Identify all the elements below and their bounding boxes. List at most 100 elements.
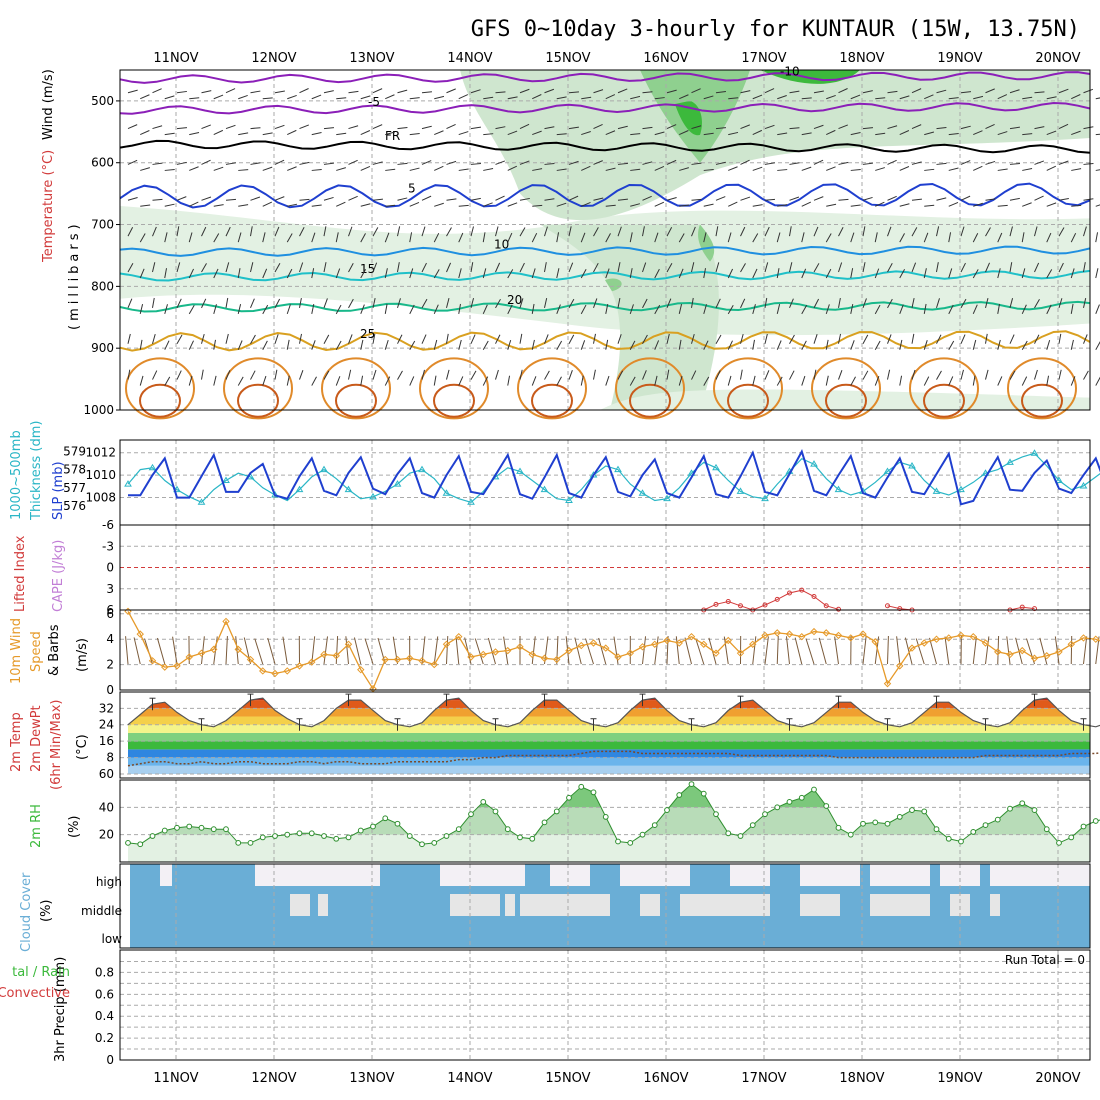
- thickness-point: [1030, 449, 1039, 456]
- wind-barb: [874, 340, 881, 350]
- wind-barb: [311, 204, 322, 207]
- wind-barb: [1083, 198, 1094, 201]
- rh-point: [504, 826, 511, 833]
- wind-barb: [728, 201, 738, 207]
- label-rh2m: 2m RH: [29, 804, 44, 848]
- wind-barb: [1034, 334, 1040, 344]
- rh-point: [713, 811, 719, 818]
- wind-barb: [617, 370, 624, 380]
- wind-speed-point: [920, 639, 928, 647]
- wind-barb: [262, 340, 268, 350]
- wind-speed-point: [700, 640, 708, 648]
- wind-barb: [1058, 88, 1069, 94]
- wind-barb: [348, 298, 354, 309]
- wind-barb: [409, 304, 415, 315]
- wind-barb: [666, 124, 677, 130]
- rh-point: [492, 808, 499, 815]
- wind-barb: [764, 226, 770, 237]
- wind-barb: [1021, 232, 1025, 243]
- rh-point: [272, 833, 278, 839]
- wind-barb: [458, 131, 469, 136]
- wind-barb: [703, 232, 707, 243]
- wind-barb: [482, 340, 489, 350]
- wind-barb: [495, 160, 506, 165]
- wind-barb: [703, 95, 714, 100]
- wind-barb: [446, 333, 449, 344]
- wind-barb: [887, 334, 892, 344]
- rh-point: [945, 835, 952, 842]
- wind-barb: [507, 304, 513, 315]
- wind-speed-point: [589, 639, 598, 647]
- wind-barb: [777, 132, 788, 136]
- wind-barb: [801, 232, 805, 243]
- wind-barb: [924, 168, 935, 171]
- wind-barb: [715, 127, 727, 130]
- wind-barb: [482, 232, 486, 243]
- tick-label: 20: [99, 828, 114, 842]
- wind-barb: [353, 637, 362, 665]
- wind-barb: [225, 88, 236, 94]
- thickness-point: [148, 463, 157, 471]
- rh-point: [186, 823, 193, 830]
- wind-barb: [213, 94, 224, 100]
- label-precip-3: Convective: [0, 986, 70, 1001]
- wind-barb: [323, 226, 327, 237]
- wind-barb: [666, 263, 673, 273]
- isotherm-line: [119, 182, 1091, 209]
- wind-barb: [679, 167, 689, 171]
- wind-barb: [875, 201, 885, 207]
- wind-barb: [172, 636, 178, 665]
- wind-barb: [201, 333, 205, 344]
- wind-barb: [1083, 334, 1088, 344]
- cloud-gap-mid: [870, 894, 930, 916]
- rh-point: [872, 819, 879, 826]
- wind-barb: [789, 162, 800, 165]
- wind-barb: [335, 636, 339, 665]
- wind-barb: [299, 124, 309, 130]
- wind-barb: [715, 334, 722, 344]
- wind-barb: [1058, 227, 1065, 237]
- tick-label: 32: [99, 701, 114, 715]
- cloud-gap-mid: [450, 894, 500, 916]
- wind-barb: [581, 96, 592, 100]
- wind-barb: [213, 375, 217, 386]
- wind-barb: [254, 638, 264, 665]
- wind-barb: [1058, 298, 1063, 308]
- wind-barb: [235, 636, 239, 665]
- wind-barb: [470, 126, 481, 130]
- wind-barb: [335, 232, 339, 243]
- wind-barb: [1034, 91, 1045, 94]
- rh-point: [725, 830, 732, 837]
- wind-barb: [973, 165, 983, 171]
- rh-point: [688, 781, 695, 787]
- wind-barb: [973, 95, 984, 100]
- wind-barb: [201, 159, 211, 165]
- wind-barb: [213, 204, 224, 207]
- tick-label: 4: [106, 632, 114, 646]
- wind-barb: [972, 304, 978, 315]
- wind-barb: [887, 125, 898, 130]
- wind-barb: [642, 126, 653, 130]
- cloud-gap-high: [660, 864, 690, 886]
- wind-barb: [1046, 304, 1052, 315]
- wind-barb: [936, 298, 940, 309]
- upper-air-labels: RH (%) Temperature (°C) Wind (m/s) (mill…: [39, 69, 82, 330]
- wind-barb: [372, 124, 383, 130]
- wind-barb: [495, 195, 505, 201]
- wind-barb: [433, 232, 440, 243]
- wind-barb: [286, 268, 293, 279]
- wind-barb: [311, 168, 322, 171]
- wind-barb: [372, 198, 383, 201]
- warm-cell: [517, 357, 587, 420]
- wind-barb: [568, 195, 579, 201]
- wind-barb: [384, 376, 391, 386]
- wind-barb: [801, 375, 806, 386]
- wind-barb: [887, 369, 891, 380]
- wind-barb: [581, 131, 591, 136]
- wind-barb: [948, 167, 959, 171]
- wind-barb: [936, 162, 947, 165]
- wind-barb: [458, 339, 462, 350]
- wind-barb: [1058, 197, 1069, 201]
- wind-barb: [580, 232, 586, 243]
- wind-barb: [397, 89, 408, 94]
